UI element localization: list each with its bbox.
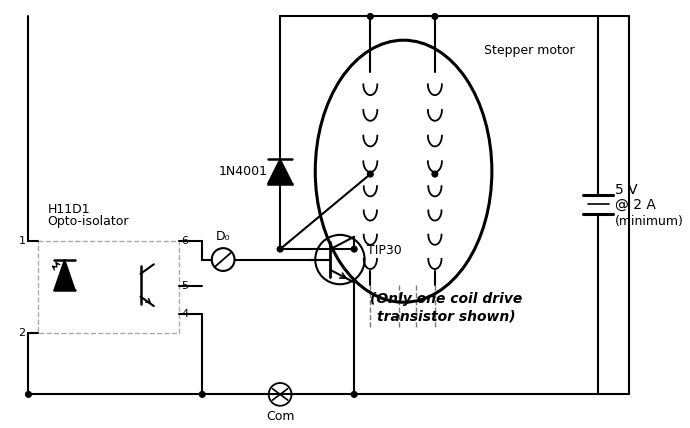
Text: 1: 1: [19, 235, 26, 246]
Text: D₀: D₀: [216, 230, 230, 244]
Circle shape: [432, 14, 437, 19]
Text: 5: 5: [181, 281, 188, 291]
Text: 5 V: 5 V: [615, 183, 638, 197]
Text: TIP30: TIP30: [368, 244, 402, 256]
Text: Com: Com: [266, 410, 295, 422]
Circle shape: [199, 392, 205, 397]
Bar: [38, 241, 179, 333]
Circle shape: [432, 171, 437, 177]
Text: 4: 4: [181, 309, 188, 319]
Circle shape: [368, 171, 373, 177]
Text: @ 2 A: @ 2 A: [615, 197, 656, 211]
Text: Opto-isolator: Opto-isolator: [48, 215, 129, 228]
Text: 2: 2: [19, 328, 26, 338]
Text: Stepper motor: Stepper motor: [484, 44, 575, 57]
Polygon shape: [54, 259, 75, 290]
Circle shape: [351, 246, 357, 252]
Circle shape: [26, 392, 31, 397]
Text: (Only one coil drive: (Only one coil drive: [370, 292, 522, 306]
Text: 6: 6: [181, 235, 188, 246]
Polygon shape: [268, 159, 293, 184]
Text: transistor shown): transistor shown): [377, 309, 515, 324]
Circle shape: [351, 392, 357, 397]
Circle shape: [368, 14, 373, 19]
Circle shape: [277, 246, 283, 252]
Text: (minimum): (minimum): [615, 215, 684, 228]
Text: 1N4001: 1N4001: [219, 165, 268, 178]
Text: H11D1: H11D1: [48, 203, 90, 216]
